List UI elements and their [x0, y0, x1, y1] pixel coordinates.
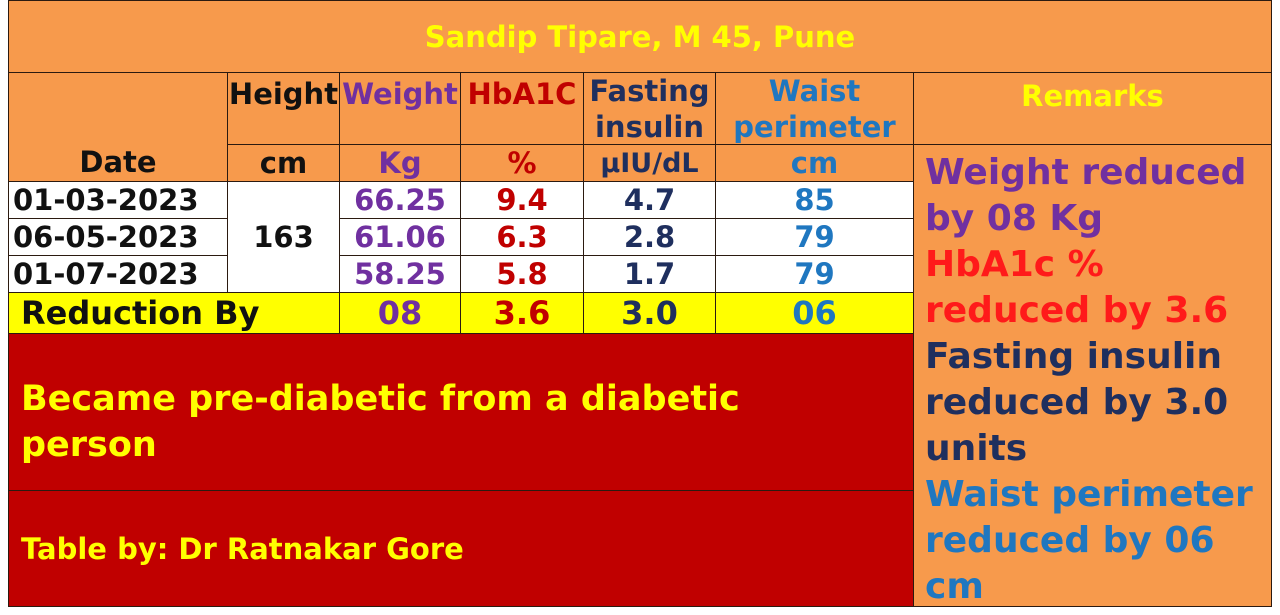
remark-waist: Waist perimeter reduced by 06 cm [925, 474, 1253, 607]
waist-cell: 85 [715, 181, 914, 219]
remarks-panel [913, 144, 1272, 607]
date-cell: 01-03-2023 [8, 181, 228, 219]
weight-unit: Kg [339, 144, 461, 182]
table-credit: Table by: Dr Ratnakar Gore [8, 490, 914, 607]
weight-cell: 61.06 [339, 218, 461, 256]
date-cell: 01-07-2023 [8, 255, 228, 293]
weight-reduction: 08 [339, 292, 461, 334]
remark-weight: Weight reduced by 08 Kg [925, 152, 1247, 239]
waist-cell: 79 [715, 218, 914, 256]
waist-unit: cm [715, 144, 914, 182]
waist-cell: 79 [715, 255, 914, 293]
hba1c-cell: 9.4 [460, 181, 584, 219]
fasting-insulin-cell: 4.7 [583, 181, 716, 219]
fasting-insulin-unit: μIU/dL [583, 144, 716, 182]
waist-perimeter-header: Waist perimeter [715, 72, 914, 145]
fasting-insulin-cell: 1.7 [583, 255, 716, 293]
remark-hba1c: HbA1c % reduced by 3.6 [925, 244, 1229, 331]
height-value: 163 [227, 181, 340, 293]
table-title: Sandip Tipare, M 45, Pune [8, 0, 1272, 73]
hba1c-cell: 6.3 [460, 218, 584, 256]
waist-reduction: 06 [715, 292, 914, 334]
fasting-insulin-reduction: 3.0 [583, 292, 716, 334]
weight-header: Weight [339, 72, 461, 145]
hba1c-reduction: 3.6 [460, 292, 584, 334]
fasting-insulin-cell: 2.8 [583, 218, 716, 256]
height-header: Height [227, 72, 340, 145]
date-header: Date [8, 72, 228, 182]
weight-cell: 66.25 [339, 181, 461, 219]
summary-statement: Became pre-diabetic from a diabetic pers… [8, 333, 914, 491]
reduction-label: Reduction By [8, 292, 340, 334]
hba1c-cell: 5.8 [460, 255, 584, 293]
hba1c-unit: % [460, 144, 584, 182]
remarks-list: Weight reduced by 08 Kg HbA1c % reduced … [925, 150, 1275, 610]
remark-fasting-insulin: Fasting insulin reduced by 3.0 units [925, 336, 1229, 469]
hba1c-header: HbA1C [460, 72, 584, 145]
remarks-header: Remarks [913, 72, 1272, 145]
height-unit: cm [227, 144, 340, 182]
fasting-insulin-header: Fasting insulin [583, 72, 716, 145]
weight-cell: 58.25 [339, 255, 461, 293]
date-cell: 06-05-2023 [8, 218, 228, 256]
